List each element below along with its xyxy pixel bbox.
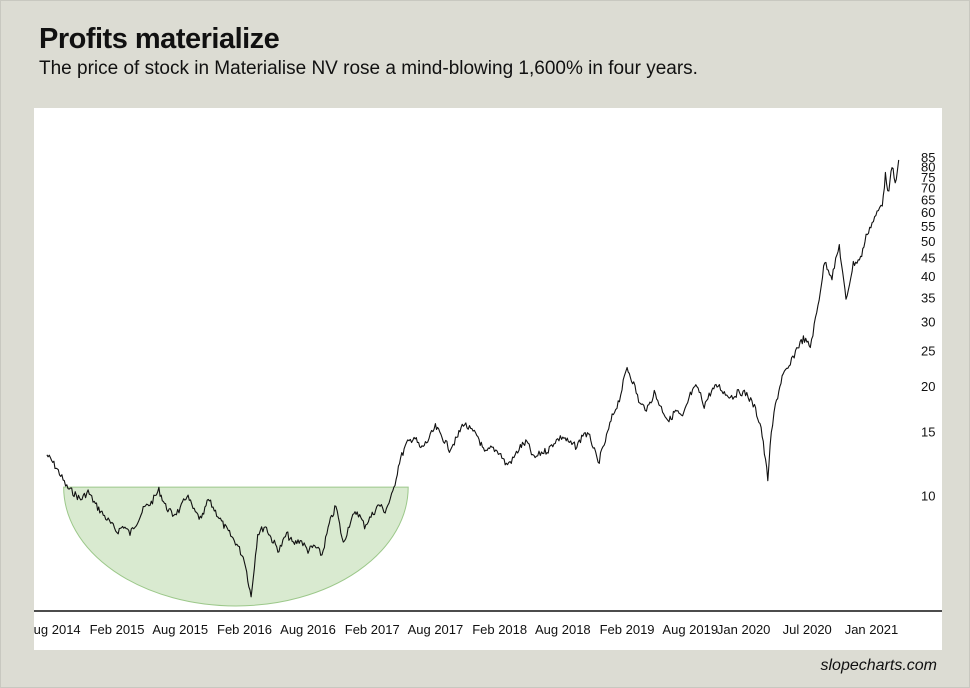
x-tick-label: Aug 2015 — [152, 622, 208, 637]
y-tick-label: 30 — [921, 315, 935, 330]
x-tick-label: Aug 2017 — [408, 622, 464, 637]
y-tick-label: 45 — [921, 251, 935, 266]
source-credit: slopecharts.com — [820, 657, 938, 674]
y-tick-label: 50 — [921, 234, 935, 249]
x-tick-label: Aug 2014 — [34, 622, 81, 637]
x-tick-label: Jul 2020 — [783, 622, 832, 637]
x-tick-label: Aug 2019 — [662, 622, 718, 637]
line-chart: Aug 2014 Feb 2015 Aug 2015 Feb 2016 Aug 2016… — [25, 150, 942, 637]
y-tick-label: 75 — [921, 170, 935, 185]
x-tick-label: Feb 2019 — [600, 622, 655, 637]
y-tick-label: 70 — [921, 181, 935, 196]
x-tick-label: Jan 2021 — [845, 622, 899, 637]
x-tick-label: Jan 2020 — [717, 622, 771, 637]
y-tick-label: 40 — [921, 269, 935, 284]
x-tick-label: Aug 2016 — [280, 622, 336, 637]
y-tick-label: 10 — [921, 488, 935, 503]
price-line — [46, 159, 900, 598]
chart-title: Profits materialize — [39, 23, 280, 55]
y-tick-label: 60 — [921, 205, 935, 220]
rounding-bottom-annotation — [63, 486, 409, 607]
y-tick-label: 25 — [921, 344, 935, 359]
chart-subtitle: The price of stock in Materialise NV ros… — [39, 58, 698, 79]
x-tick-label: Aug 2018 — [535, 622, 591, 637]
y-tick-label: 35 — [921, 290, 935, 305]
y-tick-label: 85 — [921, 150, 935, 165]
y-tick-label: 80 — [921, 160, 935, 175]
y-tick-label: 15 — [921, 424, 935, 439]
x-tick-label: Feb 2016 — [217, 622, 272, 637]
plot-area: Aug 2014 Feb 2015 Aug 2015 Feb 2016 Aug 2016… — [25, 108, 942, 650]
x-tick-label: Feb 2015 — [90, 622, 145, 637]
x-tick-label: Feb 2018 — [472, 622, 527, 637]
y-tick-label: 65 — [921, 192, 935, 207]
y-tick-label: 55 — [921, 219, 935, 234]
x-tick-label: Feb 2017 — [345, 622, 400, 637]
y-tick-label: 20 — [921, 379, 935, 394]
